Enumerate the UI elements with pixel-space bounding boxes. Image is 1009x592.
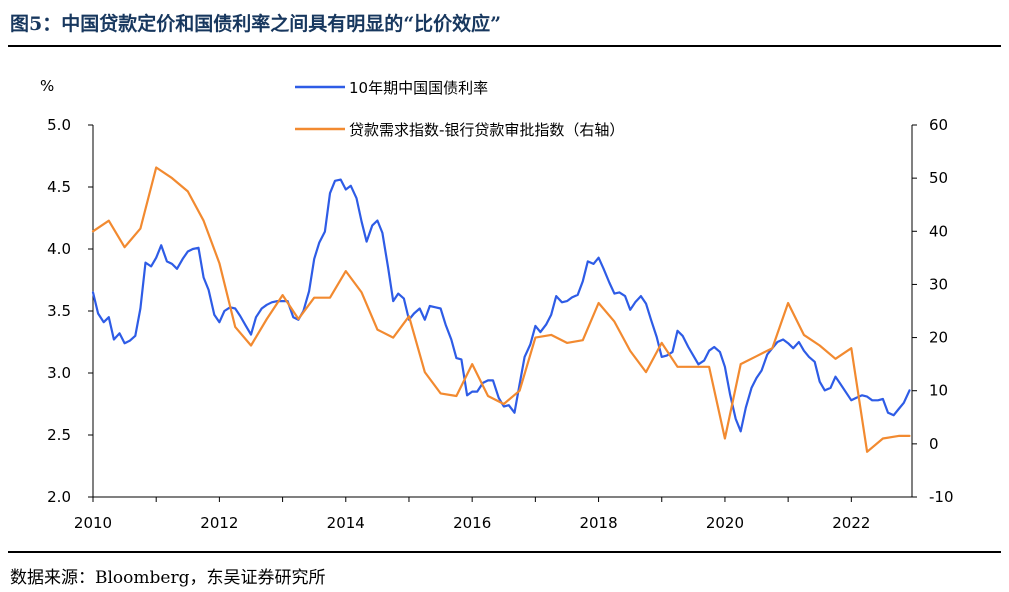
y-right-tick-label: 40 bbox=[929, 222, 948, 240]
tick-labels: 5.04.54.03.53.02.52.06050403020100-10201… bbox=[40, 77, 954, 532]
y-right-tick-label: 20 bbox=[929, 329, 948, 347]
x-tick-label: 2020 bbox=[706, 514, 744, 532]
y-left-tick-label: 3.0 bbox=[47, 364, 71, 382]
x-tick-label: 2016 bbox=[453, 514, 491, 532]
y-right-tick-label: 10 bbox=[929, 382, 948, 400]
y-left-tick-label: 5.0 bbox=[47, 116, 71, 134]
y-right-tick-label: -10 bbox=[929, 488, 954, 506]
y-right-tick-label: 0 bbox=[929, 435, 939, 453]
x-tick-label: 2018 bbox=[579, 514, 617, 532]
x-tick-label: 2014 bbox=[327, 514, 365, 532]
x-tick-label: 2010 bbox=[74, 514, 112, 532]
line-chart: 5.04.54.03.53.02.52.06050403020100-10201… bbox=[40, 77, 954, 532]
x-tick-label: 2012 bbox=[200, 514, 238, 532]
source-note: 数据来源：Bloomberg，东吴证券研究所 bbox=[10, 568, 326, 588]
footer-divider bbox=[8, 551, 1001, 553]
y-left-tick-label: 4.5 bbox=[47, 178, 71, 196]
y-left-tick-label: 2.0 bbox=[47, 488, 71, 506]
y-left-tick-label: 3.5 bbox=[47, 302, 71, 320]
y-left-tick-label: 2.5 bbox=[47, 426, 71, 444]
y-right-tick-label: 60 bbox=[929, 116, 948, 134]
y-right-tick-label: 30 bbox=[929, 275, 948, 293]
y-right-tick-label: 50 bbox=[929, 169, 948, 187]
title-divider bbox=[8, 45, 1001, 47]
legend-label: 贷款需求指数-银行贷款审批指数（右轴） bbox=[349, 121, 624, 139]
legend-label: 10年期中国国债利率 bbox=[349, 79, 488, 97]
loan-index-line bbox=[91, 166, 911, 453]
chart-axes bbox=[88, 124, 917, 502]
y-unit-label: % bbox=[40, 77, 54, 95]
x-tick-label: 2022 bbox=[832, 514, 870, 532]
figure-title: 图5：中国贷款定价和国债利率之间具有明显的“比价效应” bbox=[10, 13, 502, 35]
y-left-tick-label: 4.0 bbox=[47, 240, 71, 258]
series-lines bbox=[91, 166, 911, 453]
